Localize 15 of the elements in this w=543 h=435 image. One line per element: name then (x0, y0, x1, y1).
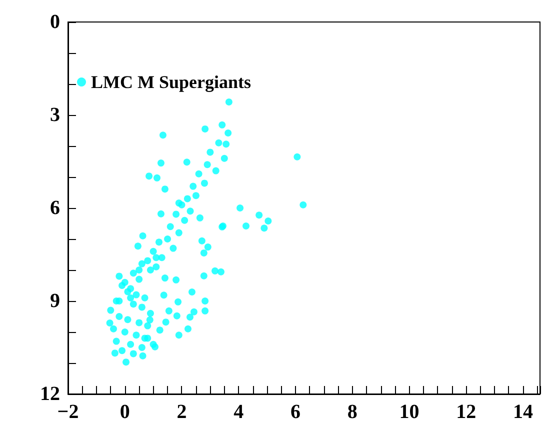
y-tick-label: 12 (40, 383, 60, 405)
legend-label: LMC M Supergiants (91, 72, 252, 92)
x-tick-label: 14 (512, 401, 533, 423)
y-tick-label: 6 (50, 197, 60, 219)
x-tick-label: 0 (120, 401, 130, 423)
x-tick-label: 8 (347, 401, 358, 423)
x-tick-label: 2 (176, 401, 187, 423)
x-tick-label: 4 (234, 401, 244, 423)
x-tick-label: 10 (399, 401, 420, 423)
x-tick-label: 12 (456, 401, 476, 423)
y-tick-label: 0 (50, 11, 60, 33)
y-tick-label: 3 (50, 104, 60, 126)
x-tick-label: 6 (290, 401, 300, 423)
y-tick-label: 9 (50, 290, 60, 312)
x-tick-label: −2 (57, 401, 79, 423)
